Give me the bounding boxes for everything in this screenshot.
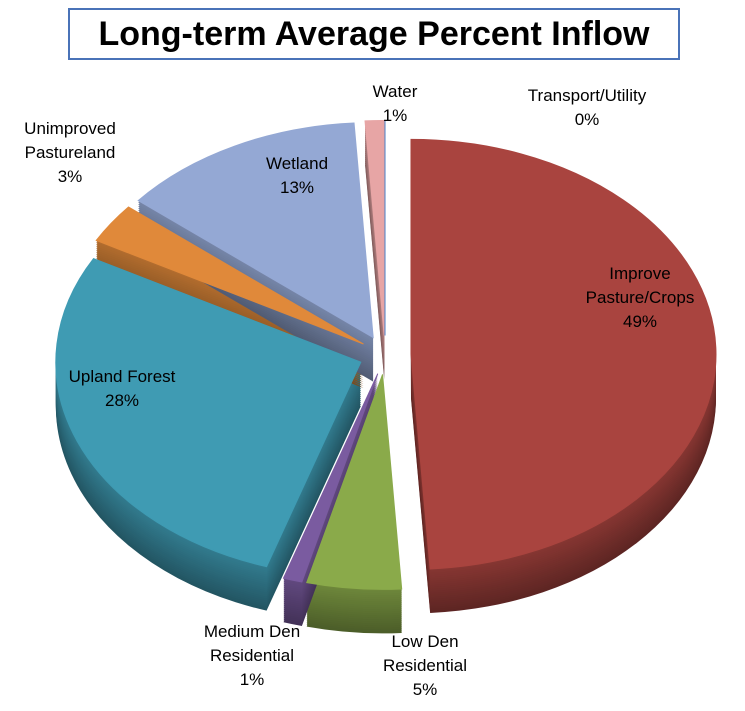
slice-label: Wetland 13%	[252, 152, 342, 200]
slice	[282, 373, 379, 583]
slice-label: Low Den Residential 5%	[370, 630, 480, 702]
slice	[364, 120, 385, 336]
slice	[55, 258, 362, 568]
value-label: 49%	[622, 312, 658, 331]
value-label: 1%	[382, 106, 408, 125]
slice	[95, 206, 364, 345]
category-name: Low Den Residential	[382, 632, 468, 675]
value-label: 13%	[279, 178, 315, 197]
slice-label: Water 1%	[355, 80, 435, 128]
category-name: Wetland	[265, 154, 329, 173]
slice-label: Medium Den Residential 1%	[187, 620, 317, 692]
value-label: 1%	[239, 670, 265, 689]
category-name: Upland Forest	[68, 367, 176, 386]
category-name: Improve Pasture/Crops	[585, 264, 695, 307]
value-label: 28%	[104, 391, 140, 410]
slice-label: Improve Pasture/Crops 49%	[565, 262, 715, 334]
category-name: Medium Den Residential	[203, 622, 301, 665]
value-label: 0%	[574, 110, 600, 129]
slice-label: Transport/Utility 0%	[492, 84, 682, 132]
category-name: Transport/Utility	[527, 86, 647, 105]
category-name: Water	[372, 82, 418, 101]
category-name: Unimproved Pastureland	[24, 119, 116, 162]
slice	[410, 138, 717, 570]
value-label: 5%	[412, 680, 438, 699]
slice	[306, 374, 403, 590]
slice-label: Upland Forest 28%	[42, 365, 202, 413]
value-label: 3%	[57, 167, 83, 186]
chart-title: Long-term Average Percent Inflow	[68, 8, 680, 60]
slice	[137, 122, 374, 339]
slice-label: Unimproved Pastureland 3%	[10, 117, 130, 189]
